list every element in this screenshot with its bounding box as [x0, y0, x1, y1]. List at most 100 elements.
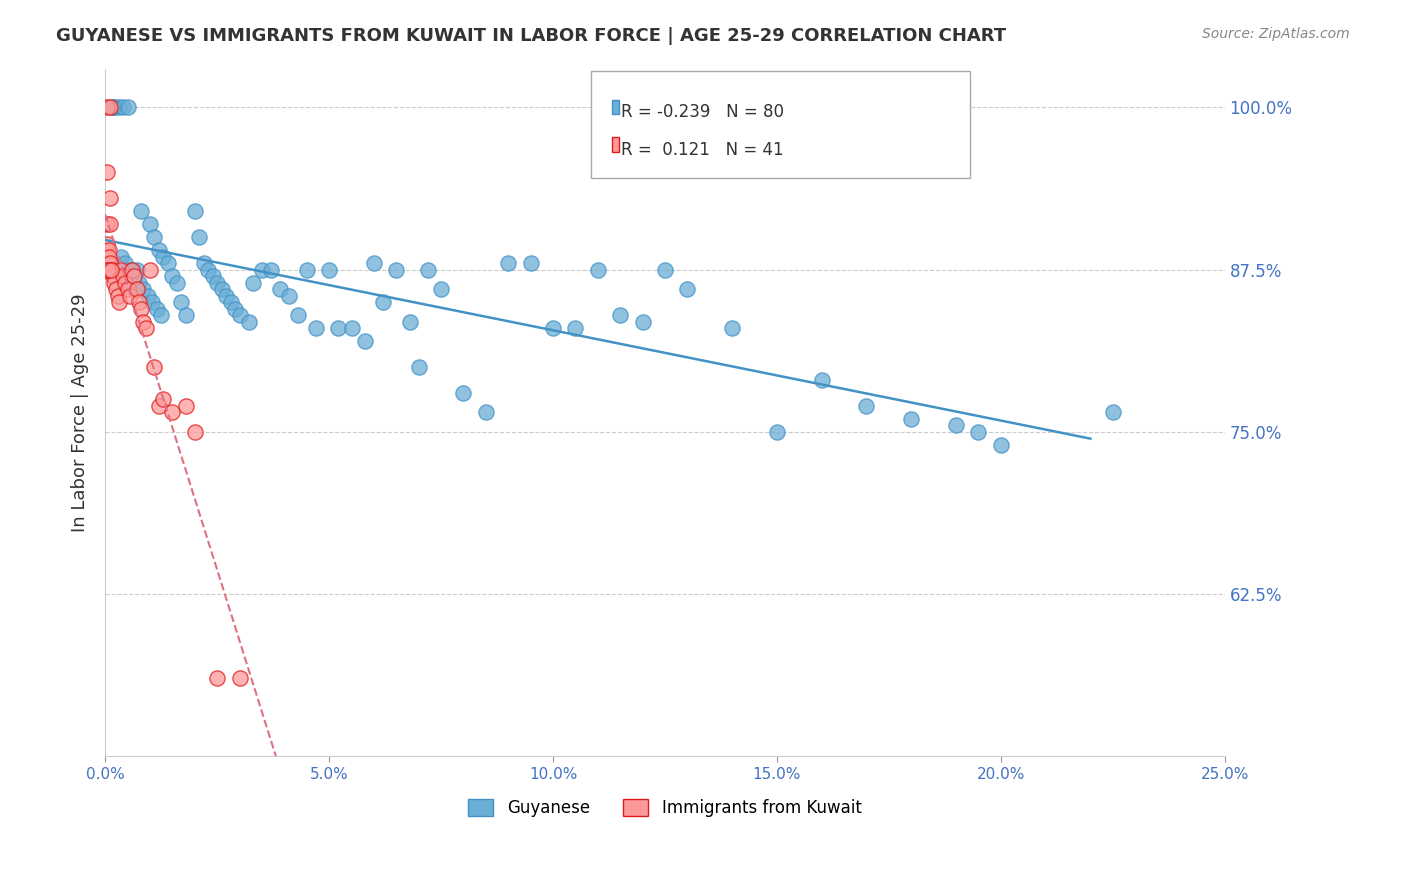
Point [141, 295, 163, 310]
Point [496, 256, 519, 270]
Point [676, 282, 699, 296]
Point [125, 282, 148, 296]
Point [654, 262, 676, 277]
Point [371, 295, 394, 310]
Point [193, 256, 215, 270]
Point [215, 288, 238, 302]
Point [134, 321, 156, 335]
Text: R = -0.239   N = 80: R = -0.239 N = 80 [621, 103, 785, 120]
Point [238, 314, 260, 328]
Text: R =  0.121   N = 41: R = 0.121 N = 41 [621, 141, 785, 159]
Point [150, 308, 173, 322]
Point [96, 217, 118, 231]
Point [197, 262, 219, 277]
Point [148, 399, 170, 413]
Point [96, 262, 118, 277]
Text: GUYANESE VS IMMIGRANTS FROM KUWAIT IN LABOR FORCE | AGE 25-29 CORRELATION CHART: GUYANESE VS IMMIGRANTS FROM KUWAIT IN LA… [56, 27, 1007, 45]
Point [129, 204, 152, 219]
Y-axis label: In Labor Force | Age 25-29: In Labor Force | Age 25-29 [72, 293, 89, 532]
Point [188, 230, 211, 244]
Point [541, 321, 564, 335]
Point [224, 301, 246, 316]
Point [98, 262, 121, 277]
Point [152, 392, 174, 407]
Point [112, 100, 135, 114]
Point [398, 314, 420, 328]
Point [129, 301, 152, 316]
Point [107, 288, 129, 302]
Point [100, 262, 122, 277]
Point [408, 359, 430, 374]
Point [326, 321, 349, 335]
Point [118, 288, 141, 302]
Point [519, 256, 541, 270]
Point [162, 405, 184, 419]
Point [105, 282, 128, 296]
Point [117, 100, 139, 114]
Point [156, 256, 179, 270]
Point [125, 262, 148, 277]
Point [101, 100, 124, 114]
Point [128, 276, 150, 290]
Point [430, 282, 453, 296]
Point [143, 230, 166, 244]
Point [205, 276, 228, 290]
Point [103, 269, 125, 284]
Point [945, 418, 967, 433]
Point [586, 262, 609, 277]
Point [609, 308, 631, 322]
Point [242, 276, 264, 290]
Point [152, 250, 174, 264]
Point [453, 386, 475, 401]
Point [96, 165, 118, 179]
Point [97, 262, 120, 277]
Point [139, 262, 162, 277]
Point [103, 100, 125, 114]
Point [287, 308, 309, 322]
Point [112, 269, 135, 284]
Point [340, 321, 363, 335]
Point [295, 262, 318, 277]
Point [96, 236, 118, 251]
Point [114, 256, 136, 270]
Point [318, 262, 340, 277]
Point [174, 308, 197, 322]
Point [145, 301, 167, 316]
Point [132, 314, 155, 328]
Point [900, 412, 922, 426]
Point [170, 295, 193, 310]
Point [162, 269, 184, 284]
Point [967, 425, 990, 439]
Point [184, 204, 207, 219]
Point [277, 288, 299, 302]
Point [990, 438, 1012, 452]
Point [475, 405, 498, 419]
Point [766, 425, 789, 439]
Point [855, 399, 877, 413]
Point [228, 308, 250, 322]
Point [184, 425, 207, 439]
Point [174, 399, 197, 413]
Point [98, 256, 121, 270]
Point [132, 282, 155, 296]
Point [121, 262, 143, 277]
Point [110, 250, 132, 264]
Legend: Guyanese, Immigrants from Kuwait: Guyanese, Immigrants from Kuwait [461, 792, 868, 823]
Point [201, 269, 224, 284]
Point [107, 295, 129, 310]
Point [107, 100, 129, 114]
Point [98, 191, 121, 205]
Text: Source: ZipAtlas.com: Source: ZipAtlas.com [1202, 27, 1350, 41]
Point [305, 321, 328, 335]
Point [148, 243, 170, 257]
Point [98, 217, 121, 231]
Point [810, 373, 832, 387]
Point [136, 288, 159, 302]
Point [103, 100, 125, 114]
Point [98, 100, 121, 114]
Point [166, 276, 188, 290]
Point [211, 282, 233, 296]
Point [100, 262, 122, 277]
Point [143, 359, 166, 374]
Point [721, 321, 744, 335]
